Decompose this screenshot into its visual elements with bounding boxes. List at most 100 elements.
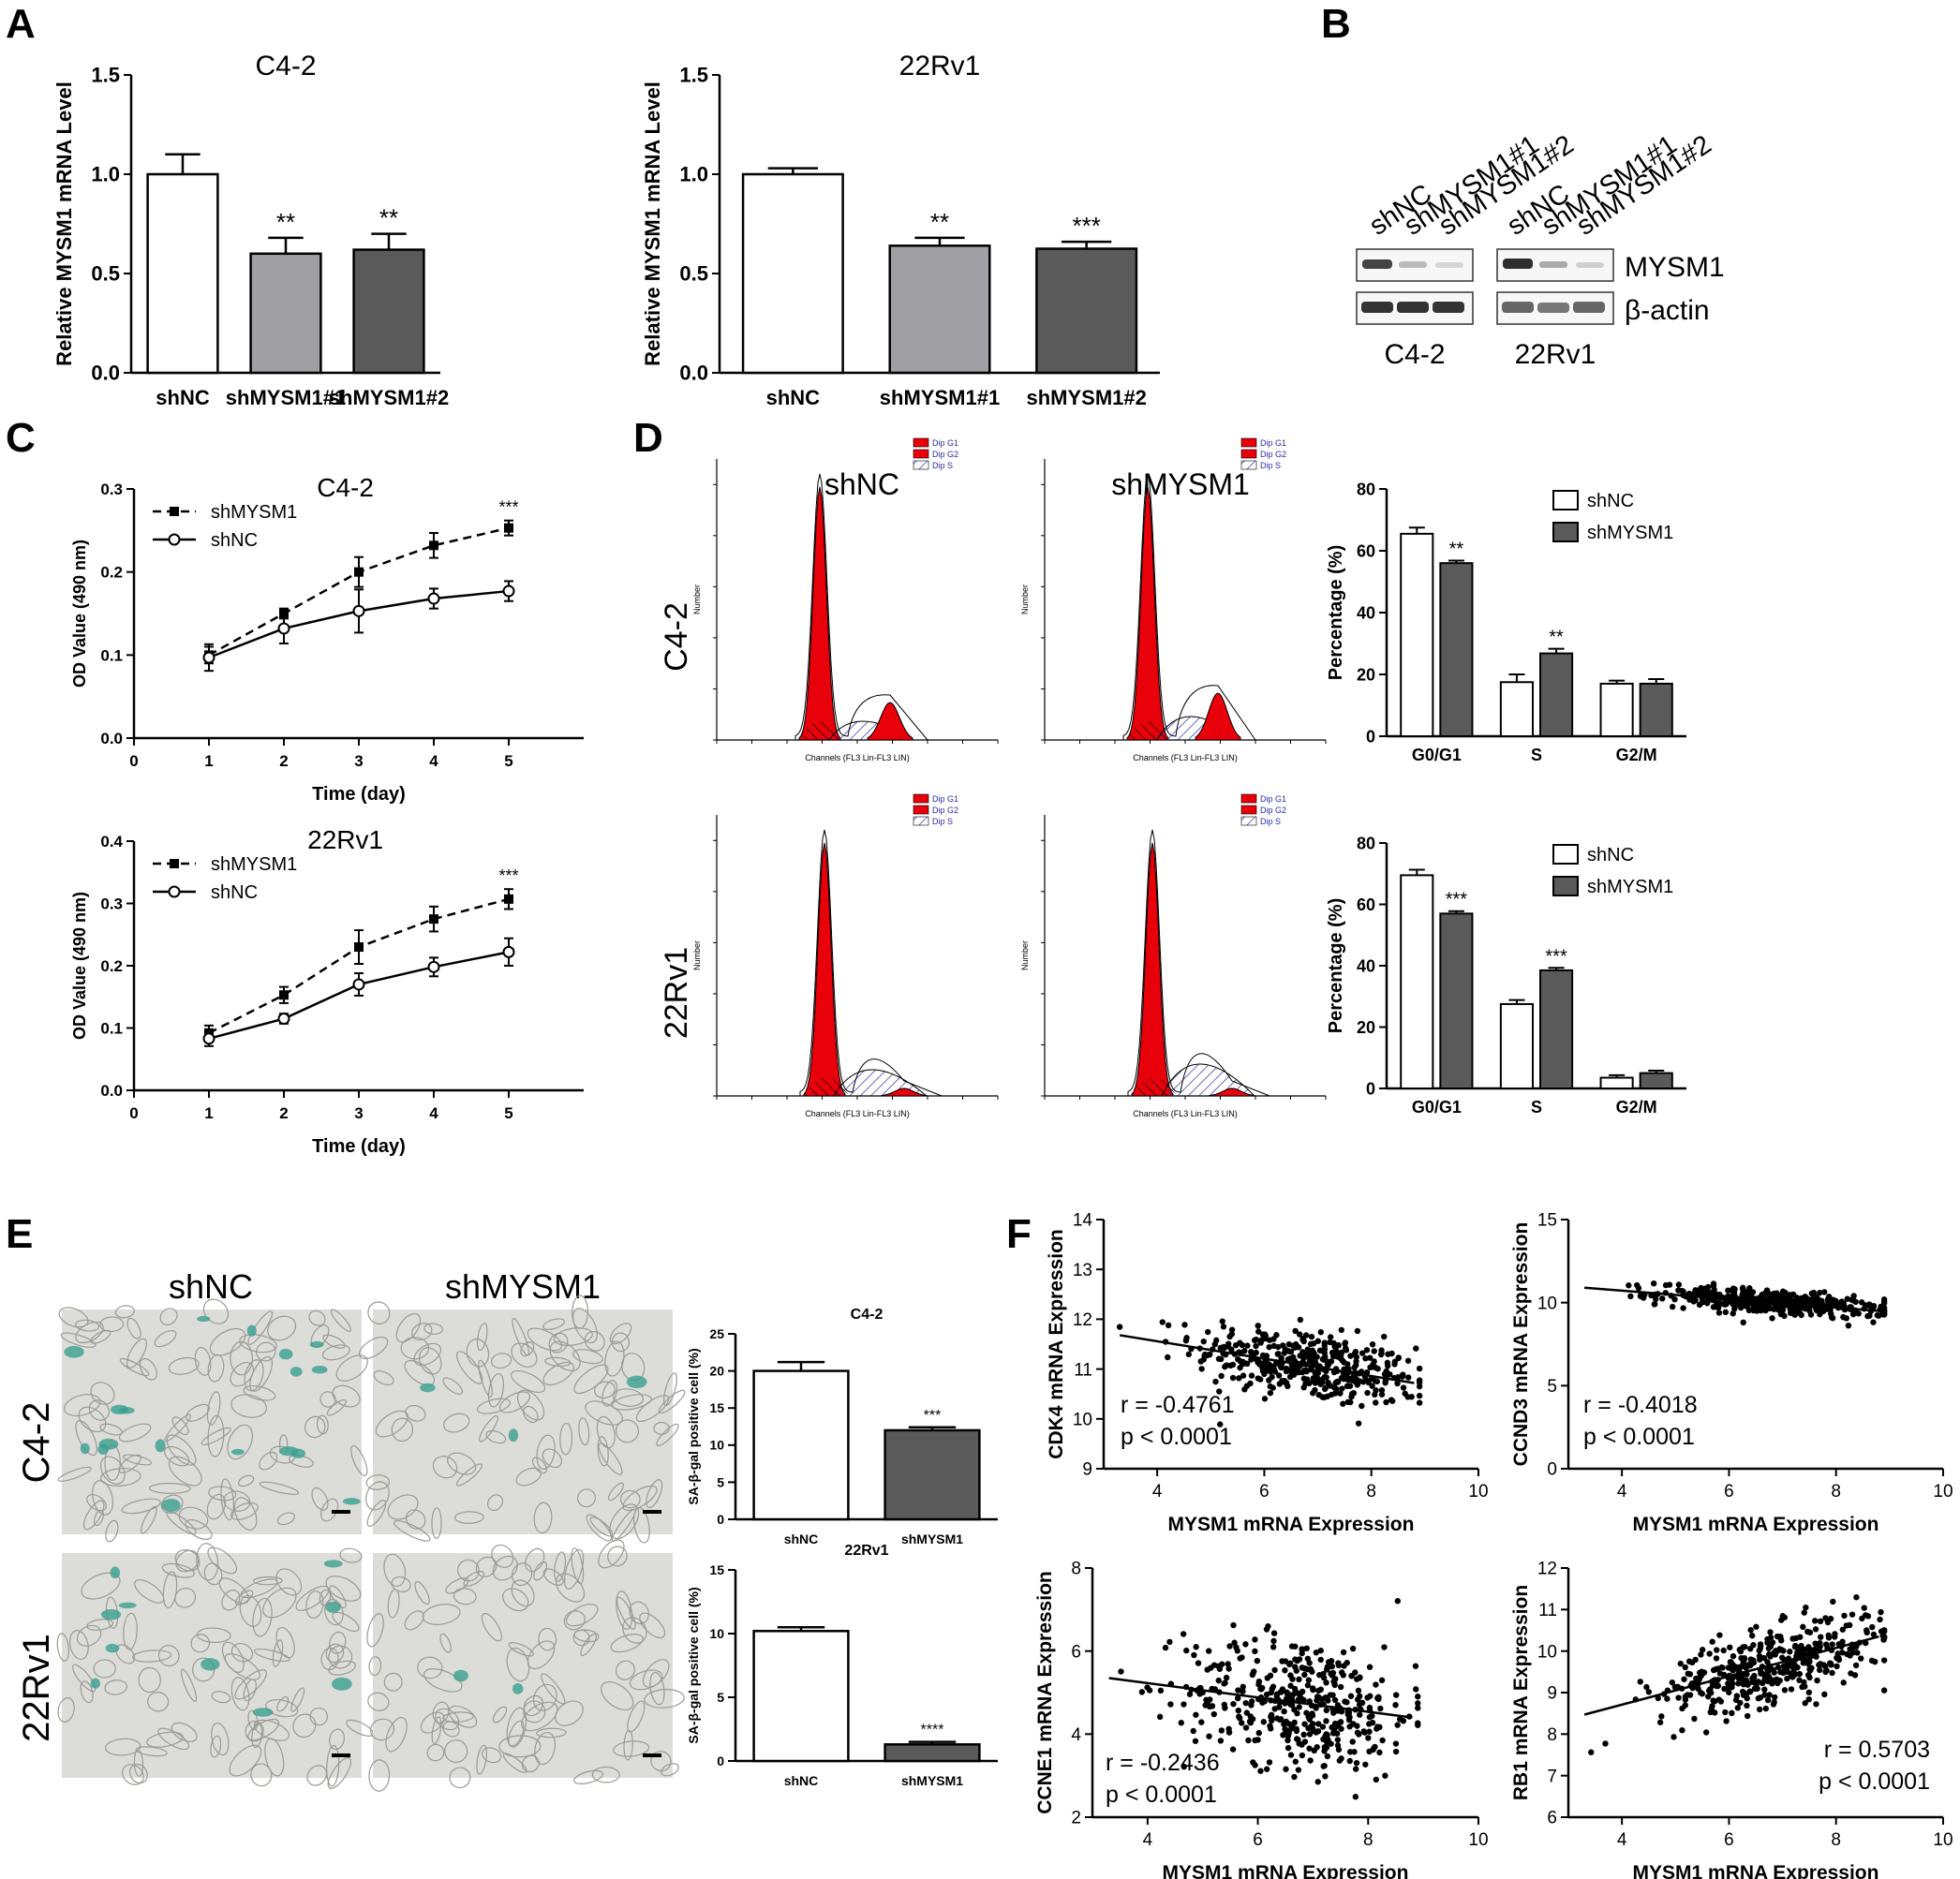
data-point: [1821, 1289, 1828, 1295]
y-tick-label: 0.0: [100, 1082, 123, 1100]
blot-band: [1433, 302, 1464, 313]
data-point: [1771, 1694, 1778, 1701]
data-point: [1870, 1302, 1878, 1309]
cell: [166, 1511, 197, 1535]
data-point: [1695, 1685, 1701, 1693]
y-tick-label: 9: [1547, 1684, 1557, 1704]
data-point: [1861, 1605, 1867, 1611]
cell: [332, 1611, 360, 1633]
data-point: [1252, 1762, 1258, 1768]
y-tick-label: 8: [1071, 1560, 1081, 1579]
cell: [580, 1633, 597, 1657]
data-point: [1377, 1705, 1384, 1712]
cell: [498, 1391, 530, 1413]
cell: [81, 1572, 121, 1600]
data-point: [1303, 1354, 1310, 1360]
flow-legend-swatch: [1240, 793, 1257, 804]
chart-f-ccnd3: 0 5 10 15 4 6 8 10 r = -0.4018 p < 0.0001 MYSM1 mR…: [1510, 1211, 1953, 1535]
cell: [161, 1562, 195, 1578]
cell: [487, 1372, 505, 1408]
data-point: [1734, 1705, 1742, 1711]
data-point: [1293, 1667, 1299, 1674]
y-tick-label: 25: [709, 1326, 724, 1341]
data-point: [1320, 1736, 1327, 1743]
data-point: [1270, 1644, 1277, 1650]
g2-peak: [1209, 1087, 1255, 1097]
data-point: [1337, 1683, 1344, 1691]
y-tick-label: 0.0: [679, 362, 708, 385]
data-point: [1198, 1366, 1205, 1372]
cell: [119, 1357, 150, 1377]
cell: [60, 1332, 97, 1348]
data-point: [504, 894, 513, 904]
cell: [623, 1729, 633, 1761]
y-tick-label: 60: [1357, 895, 1375, 914]
data-point: [1301, 1721, 1308, 1727]
x-axis-label: Time (day): [312, 784, 406, 805]
data-point: [1252, 1737, 1258, 1744]
blot-protein-label: MYSM1: [1625, 252, 1725, 283]
flow-legend-label: Dip G1: [932, 438, 958, 448]
x-tick-label: 4: [429, 1104, 438, 1122]
data-point: [1634, 1281, 1641, 1289]
data-point: [1716, 1670, 1724, 1677]
data-point: [1394, 1598, 1402, 1605]
data-point: [1324, 1664, 1331, 1670]
flow-legend-label: Dip G2: [932, 450, 958, 459]
cell: [616, 1590, 633, 1630]
data-point: [1818, 1634, 1824, 1640]
flow-y-label: Number: [1020, 584, 1030, 614]
data-point: [1265, 1623, 1271, 1630]
data-point: [1316, 1672, 1323, 1679]
data-point: [1779, 1307, 1787, 1313]
cell: [423, 1668, 463, 1693]
data-point: [1320, 1674, 1328, 1681]
x-tick-label: 8: [1831, 1830, 1841, 1850]
cell: [478, 1359, 493, 1398]
y-tick-label: 10: [709, 1626, 724, 1641]
data-point: [1247, 1713, 1254, 1720]
scale-bar: [643, 1510, 661, 1514]
micrograph: [366, 1539, 685, 1792]
significance-label: **: [930, 208, 949, 236]
data-point: [1388, 1397, 1395, 1403]
stain-spot: [331, 1677, 352, 1691]
data-point: [1310, 1340, 1317, 1347]
x-tick-label: S: [1531, 1098, 1542, 1117]
cell: [118, 1454, 141, 1473]
cell: [601, 1380, 618, 1407]
cell: [431, 1507, 442, 1539]
cell: [532, 1683, 557, 1711]
data-point: [1787, 1649, 1793, 1655]
data-point: [1355, 1420, 1362, 1427]
data-point: [1709, 1638, 1715, 1645]
y-tick-label: 5: [717, 1690, 724, 1705]
cell: [523, 1405, 539, 1424]
x-tick-label: shNC: [784, 1531, 819, 1546]
regression-line: [1119, 1334, 1415, 1384]
data-point: [1799, 1683, 1805, 1691]
data-point: [1309, 1710, 1315, 1717]
data-point: [1300, 1696, 1307, 1704]
y-tick-label: 14: [1073, 1211, 1093, 1231]
blot-band: [1503, 259, 1533, 269]
chart-title: 22Rv1: [899, 51, 981, 81]
data-point: [1287, 1682, 1294, 1689]
chart-e-22rv1-sagal: 0 5 10 15 shNC **** shMYSM1 22Rv1 SA-β-gal posit…: [686, 1543, 998, 1788]
data-point: [1183, 1335, 1190, 1341]
data-point: [1253, 1342, 1259, 1350]
data-point: [1727, 1644, 1733, 1650]
data-point: [1248, 1702, 1255, 1709]
cell: [223, 1490, 251, 1512]
cell: [250, 1763, 273, 1787]
cell: [249, 1355, 274, 1392]
data-point: [1840, 1679, 1847, 1686]
panel-label-b: B: [1321, 1, 1351, 47]
cell: [164, 1445, 190, 1467]
data-point: [1118, 1668, 1124, 1675]
data-point: [1338, 1326, 1345, 1334]
bar: [1499, 1002, 1535, 1089]
data-point: [1213, 1337, 1220, 1344]
cell: [502, 1753, 527, 1773]
y-tick-label: 1.5: [679, 64, 708, 87]
